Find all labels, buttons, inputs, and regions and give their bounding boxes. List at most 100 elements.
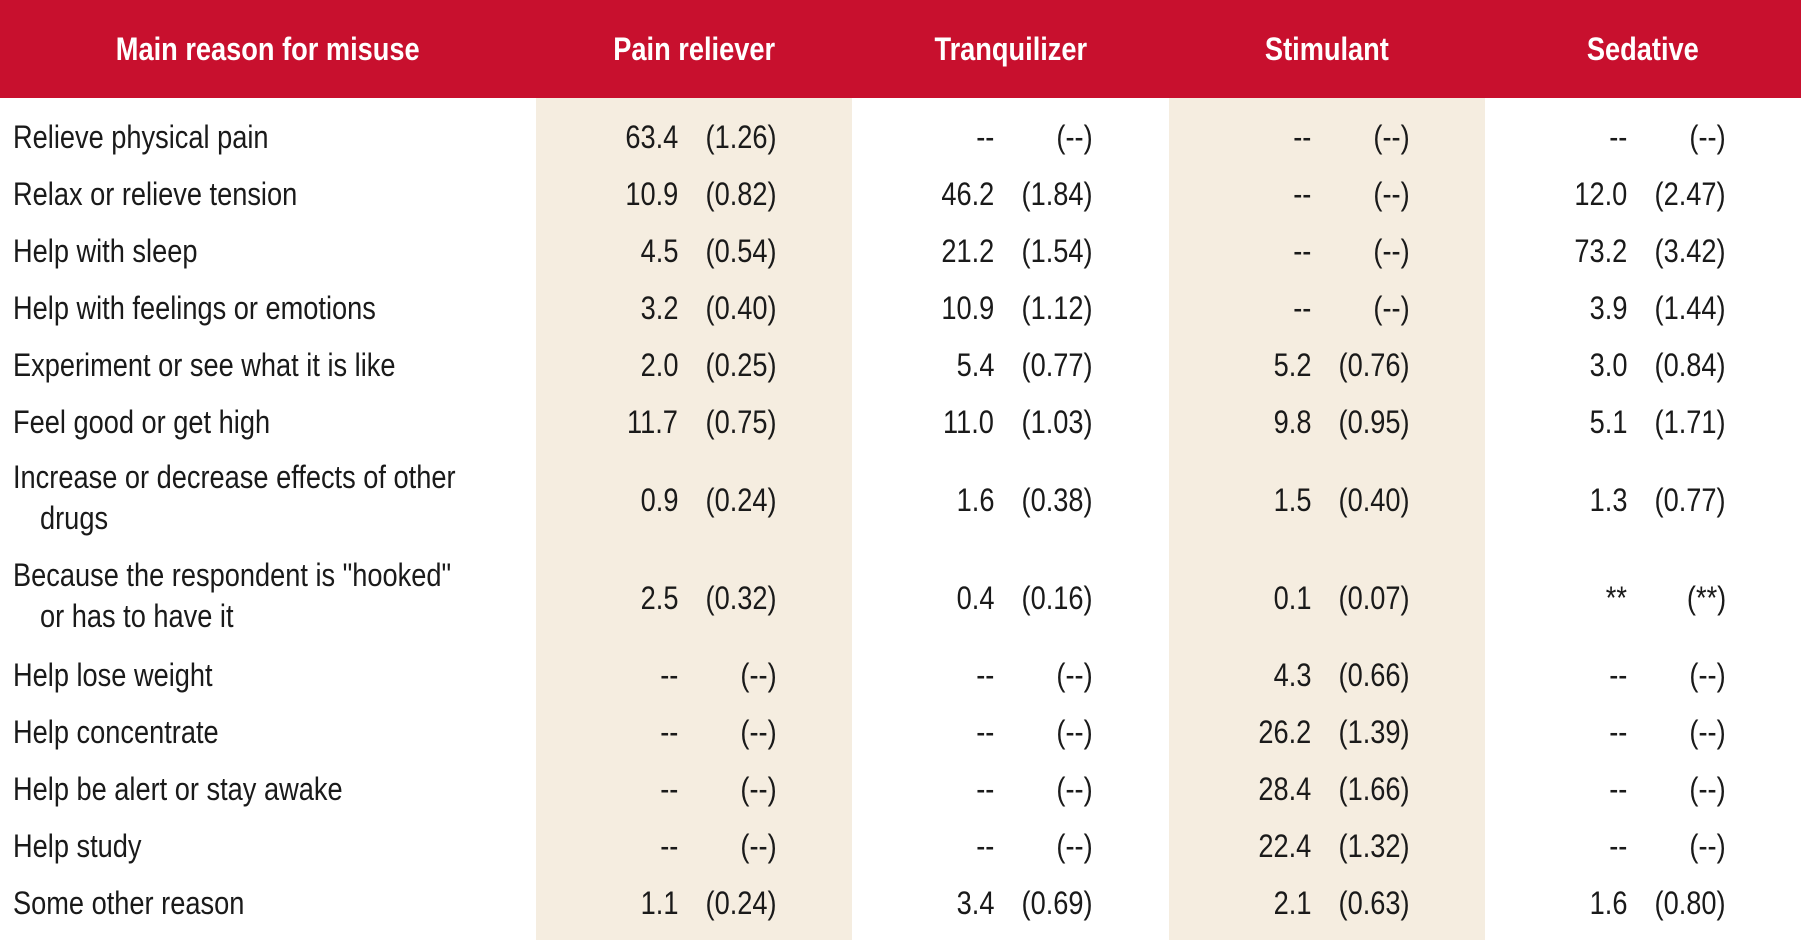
estimate: -- bbox=[975, 828, 994, 864]
standard-error: (--) bbox=[1056, 657, 1093, 693]
estimate: 2.0 bbox=[640, 347, 678, 383]
standard-error: (1.54) bbox=[1021, 233, 1093, 269]
standard-error: (--) bbox=[1373, 290, 1410, 326]
estimate: -- bbox=[1608, 657, 1627, 693]
estimate: 10.9 bbox=[625, 176, 678, 212]
standard-error: (0.75) bbox=[705, 404, 777, 440]
standard-error: (0.24) bbox=[705, 481, 777, 518]
standard-error: (--) bbox=[1056, 828, 1093, 864]
estimate: 5.1 bbox=[1589, 404, 1627, 440]
estimate: 4.3 bbox=[1273, 657, 1311, 693]
standard-error: (1.84) bbox=[1021, 176, 1093, 212]
estimate: -- bbox=[1608, 828, 1627, 864]
estimate: 2.1 bbox=[1273, 885, 1311, 921]
standard-error: (--) bbox=[740, 828, 777, 864]
estimate: -- bbox=[1608, 714, 1627, 750]
standard-error: (0.16) bbox=[1021, 579, 1093, 616]
standard-error: (0.24) bbox=[705, 885, 777, 921]
column-header: Main reason for misuse bbox=[116, 31, 420, 67]
row-label: Help with feelings or emotions bbox=[13, 290, 376, 326]
estimate: ** bbox=[1605, 579, 1627, 616]
standard-error: (0.77) bbox=[1654, 481, 1726, 518]
standard-error: (1.32) bbox=[1338, 828, 1410, 864]
estimate: 1.6 bbox=[956, 481, 994, 518]
row-label: Help concentrate bbox=[13, 714, 219, 750]
row-label: Relax or relieve tension bbox=[13, 176, 298, 212]
standard-error: (**) bbox=[1686, 579, 1726, 616]
standard-error: (--) bbox=[740, 714, 777, 750]
row-label: Increase or decrease effects of other bbox=[13, 459, 456, 495]
row-label: Help study bbox=[13, 828, 142, 864]
estimate: 3.9 bbox=[1589, 290, 1627, 326]
standard-error: (--) bbox=[1689, 714, 1726, 750]
estimate: 10.9 bbox=[941, 290, 994, 326]
standard-error: (1.66) bbox=[1338, 771, 1410, 807]
estimate: 3.4 bbox=[956, 885, 994, 921]
estimate: 3.0 bbox=[1589, 347, 1627, 383]
estimate: 3.2 bbox=[640, 290, 678, 326]
estimate: 1.5 bbox=[1273, 481, 1311, 518]
standard-error: (--) bbox=[740, 771, 777, 807]
estimate: 11.0 bbox=[943, 404, 994, 440]
standard-error: (--) bbox=[1373, 176, 1410, 212]
row-label: Because the respondent is "hooked" bbox=[13, 557, 452, 593]
estimate: 0.4 bbox=[956, 579, 994, 616]
row-label: drugs bbox=[40, 500, 109, 536]
row-label: Relieve physical pain bbox=[13, 119, 269, 155]
standard-error: (0.66) bbox=[1338, 657, 1410, 693]
estimate: -- bbox=[975, 119, 994, 155]
standard-error: (0.07) bbox=[1338, 579, 1410, 616]
row-label: Help with sleep bbox=[13, 233, 198, 269]
standard-error: (0.63) bbox=[1338, 885, 1410, 921]
estimate: -- bbox=[659, 771, 678, 807]
estimate: -- bbox=[975, 714, 994, 750]
estimate: -- bbox=[975, 657, 994, 693]
estimate: 26.2 bbox=[1258, 714, 1311, 750]
row-label: or has to have it bbox=[40, 598, 234, 634]
estimate: 1.1 bbox=[640, 885, 678, 921]
standard-error: (1.26) bbox=[705, 119, 777, 155]
row-label: Help be alert or stay awake bbox=[13, 771, 343, 807]
estimate: -- bbox=[659, 828, 678, 864]
estimate: 0.1 bbox=[1273, 579, 1311, 616]
standard-error: (0.40) bbox=[705, 290, 777, 326]
estimate: -- bbox=[1608, 771, 1627, 807]
column-shade bbox=[1169, 98, 1485, 940]
row-label: Help lose weight bbox=[13, 657, 213, 693]
standard-error: (0.80) bbox=[1654, 885, 1726, 921]
estimate: 0.9 bbox=[640, 481, 678, 518]
estimate: -- bbox=[1292, 119, 1311, 155]
column-header: Tranquilizer bbox=[934, 31, 1087, 67]
estimate: 73.2 bbox=[1574, 233, 1627, 269]
estimate: 28.4 bbox=[1258, 771, 1311, 807]
standard-error: (0.82) bbox=[705, 176, 777, 212]
standard-error: (--) bbox=[1689, 657, 1726, 693]
standard-error: (0.32) bbox=[705, 579, 777, 616]
standard-error: (--) bbox=[1689, 771, 1726, 807]
standard-error: (--) bbox=[1689, 828, 1726, 864]
estimate: 5.2 bbox=[1273, 347, 1311, 383]
estimate: 4.5 bbox=[640, 233, 678, 269]
standard-error: (--) bbox=[1056, 714, 1093, 750]
standard-error: (--) bbox=[1373, 233, 1410, 269]
row-label: Feel good or get high bbox=[13, 404, 271, 440]
standard-error: (1.03) bbox=[1021, 404, 1093, 440]
standard-error: (0.40) bbox=[1338, 481, 1410, 518]
estimate: 12.0 bbox=[1574, 176, 1627, 212]
row-label: Experiment or see what it is like bbox=[13, 347, 396, 383]
standard-error: (1.44) bbox=[1654, 290, 1726, 326]
column-header: Sedative bbox=[1587, 31, 1699, 67]
standard-error: (1.12) bbox=[1021, 290, 1093, 326]
estimate: 1.3 bbox=[1589, 481, 1627, 518]
standard-error: (2.47) bbox=[1654, 176, 1726, 212]
standard-error: (0.54) bbox=[705, 233, 777, 269]
estimate: 22.4 bbox=[1258, 828, 1311, 864]
column-shade bbox=[536, 98, 852, 940]
standard-error: (0.25) bbox=[705, 347, 777, 383]
estimate: 5.4 bbox=[956, 347, 994, 383]
estimate: 63.4 bbox=[625, 119, 678, 155]
estimate: -- bbox=[1292, 176, 1311, 212]
row-label: Some other reason bbox=[13, 885, 245, 921]
standard-error: (1.71) bbox=[1654, 404, 1726, 440]
